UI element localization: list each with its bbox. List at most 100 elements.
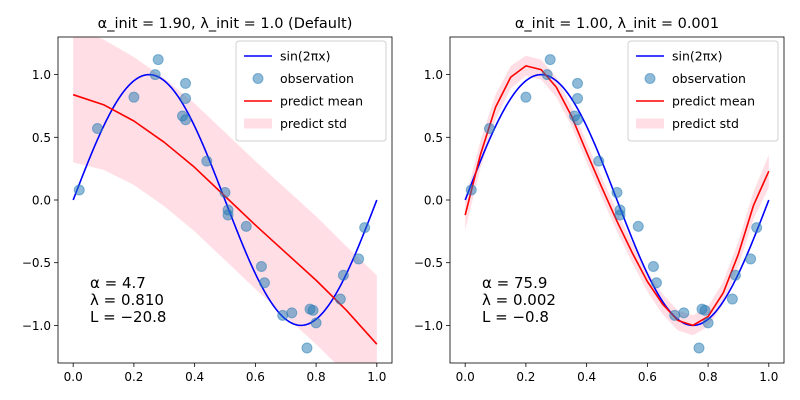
stats-annotation: α = 75.9 [482, 274, 547, 292]
observation-point [611, 186, 623, 198]
chart-title: α_init = 1.00, λ_init = 0.001 [515, 16, 719, 32]
observation-point [222, 209, 234, 221]
legend-label: predict std [280, 116, 347, 131]
legend: sin(2πx) observation predict mean predict s… [627, 40, 779, 142]
observation-point [128, 91, 140, 103]
x-tick-label: 0.2 [516, 370, 535, 384]
y-tick-label: −1.0 [22, 319, 51, 333]
observation-point [483, 123, 495, 135]
observation-point [614, 209, 626, 221]
observation-point [751, 222, 763, 234]
observation-point [745, 253, 757, 265]
observation-point [310, 317, 322, 329]
stats-annotation: L = −20.8 [90, 308, 166, 326]
legend-label: sin(2πx) [280, 49, 331, 64]
observation-point [572, 77, 584, 89]
observation-point [359, 222, 371, 234]
y-tick-label: 1.0 [424, 68, 443, 82]
x-tick-label: 0.6 [246, 370, 265, 384]
observation-point [180, 77, 192, 89]
observation-point [301, 342, 313, 354]
true-function-line [464, 73, 770, 327]
legend-frame [235, 40, 387, 142]
observation-point [729, 269, 741, 281]
y-tick-label: 0.0 [424, 194, 443, 208]
observation-point [593, 155, 605, 167]
observation-point [258, 277, 270, 289]
y-tick-label: 1.0 [32, 68, 51, 82]
observation-point [650, 277, 662, 289]
legend-swatch-std [636, 118, 664, 129]
observation-point [337, 269, 349, 281]
plot-area [464, 54, 770, 354]
panel-1: 0.0 0.2 0.4 0.6 0.8 1.0 −1.0 −0.5 0.0 0.5 1.0 α_ini… [22, 16, 393, 384]
observation-point [465, 184, 477, 196]
x-tick-label: 0.6 [638, 370, 657, 384]
y-tick-label: 0.0 [32, 194, 51, 208]
legend-label: predict mean [280, 94, 363, 109]
legend-label: predict mean [672, 94, 755, 109]
legend-frame [627, 40, 779, 142]
observation-point [693, 342, 705, 354]
legend-marker-observation [252, 73, 264, 84]
legend-marker-observation [644, 73, 656, 84]
legend-label: observation [672, 71, 746, 86]
observation-point [632, 220, 644, 232]
legend-label: sin(2πx) [672, 49, 723, 64]
observation-point [91, 123, 103, 135]
observation-point [353, 253, 365, 265]
observation-point [73, 184, 85, 196]
observation-point [307, 304, 319, 316]
observation-point [541, 69, 553, 81]
observation-point [201, 155, 213, 167]
chart-title: α_init = 1.90, λ_init = 1.0 (Default) [98, 16, 353, 32]
x-tick-label: 0.0 [64, 370, 83, 384]
observation-point [572, 92, 584, 104]
observation-point [669, 309, 681, 321]
plot-area [72, 37, 378, 363]
x-tick-label: 1.0 [367, 370, 386, 384]
observation-point [219, 186, 231, 198]
stats-annotation: λ = 0.810 [90, 291, 164, 309]
observation-point [726, 293, 738, 305]
observation-point [255, 260, 267, 272]
observation-point [520, 91, 532, 103]
observation-point [572, 114, 584, 126]
y-tick-label: 0.5 [32, 131, 51, 145]
observation-point [678, 307, 690, 319]
observation-point [240, 220, 252, 232]
legend-swatch-std [244, 118, 272, 129]
legend-label: predict std [672, 116, 739, 131]
x-tick-label: 0.4 [577, 370, 596, 384]
y-tick-label: −0.5 [414, 256, 443, 270]
y-tick-label: −0.5 [22, 256, 51, 270]
observation-point [699, 304, 711, 316]
x-tick-label: 0.2 [124, 370, 143, 384]
stats-annotation: λ = 0.002 [482, 291, 556, 309]
observation-point [180, 114, 192, 126]
legend: sin(2πx) observation predict mean predict s… [235, 40, 387, 142]
stats-annotation: α = 4.7 [90, 274, 146, 292]
x-tick-label: 1.0 [759, 370, 778, 384]
x-tick-label: 0.8 [699, 370, 718, 384]
observation-point [647, 260, 659, 272]
y-tick-label: −1.0 [414, 319, 443, 333]
observation-point [334, 293, 346, 305]
true-function-line [72, 73, 378, 327]
observation-point [277, 309, 289, 321]
x-tick-label: 0.4 [185, 370, 204, 384]
x-tick-label: 0.0 [456, 370, 475, 384]
y-tick-label: 0.5 [424, 131, 443, 145]
observation-point [544, 54, 556, 66]
observation-point [702, 317, 714, 329]
observation-point [286, 307, 298, 319]
stats-annotation: L = −0.8 [482, 308, 549, 326]
panel-2: 0.0 0.2 0.4 0.6 0.8 1.0 −1.0 −0.5 0.0 0.5 1.0 α_ini… [414, 16, 785, 384]
legend-label: observation [280, 71, 354, 86]
observation-point [152, 54, 164, 66]
observation-point [149, 69, 161, 81]
x-tick-label: 0.8 [307, 370, 326, 384]
predict-mean-line [464, 65, 770, 327]
observation-point [180, 92, 192, 104]
